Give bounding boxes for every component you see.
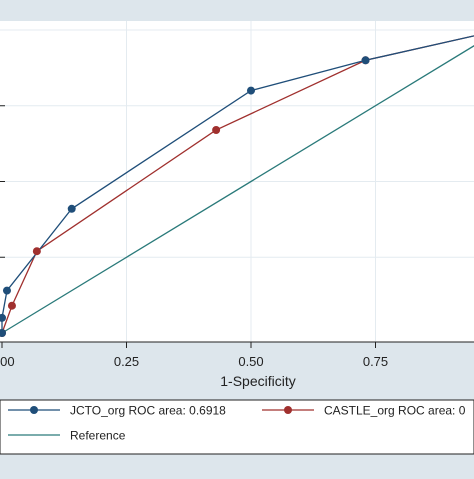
top-band — [0, 0, 474, 10]
x-axis: 0.00 0.25 0.50 0.75 — [0, 105, 474, 369]
legend-box — [0, 399, 474, 455]
series-0-point-2 — [2, 286, 11, 295]
series-0-point-1 — [0, 313, 6, 322]
legend-label-1: CASTLE_org ROC area: 0 — [324, 404, 466, 418]
x-axis-label: 1-Specificity — [220, 373, 295, 389]
series-markers — [0, 56, 370, 337]
series-0-point-4 — [247, 86, 255, 95]
legend-swatch-marker-0 — [30, 406, 38, 414]
series-1-point-1 — [7, 301, 16, 310]
series-0-point-5 — [361, 56, 370, 65]
series-line-2 — [1, 45, 474, 334]
series-0-point-0 — [0, 329, 6, 337]
legend-label-2: Reference — [70, 429, 126, 443]
grid — [0, 21, 474, 342]
x-tick-label-2: 0.50 — [238, 354, 263, 369]
series-1-point-2 — [32, 247, 41, 256]
legend: JCTO_org ROC area: 0.6918 CASTLE_org ROC … — [8, 404, 466, 443]
legend-swatch-marker-1 — [284, 406, 292, 414]
x-tick-label-1: 0.25 — [114, 354, 139, 369]
series-1-point-3 — [212, 125, 221, 134]
legend-label-0: JCTO_org ROC area: 0.6918 — [70, 404, 226, 418]
x-tick-label-0: 0.00 — [0, 354, 15, 369]
series-0-point-3 — [67, 204, 76, 213]
x-tick-label-3: 0.75 — [363, 354, 388, 369]
